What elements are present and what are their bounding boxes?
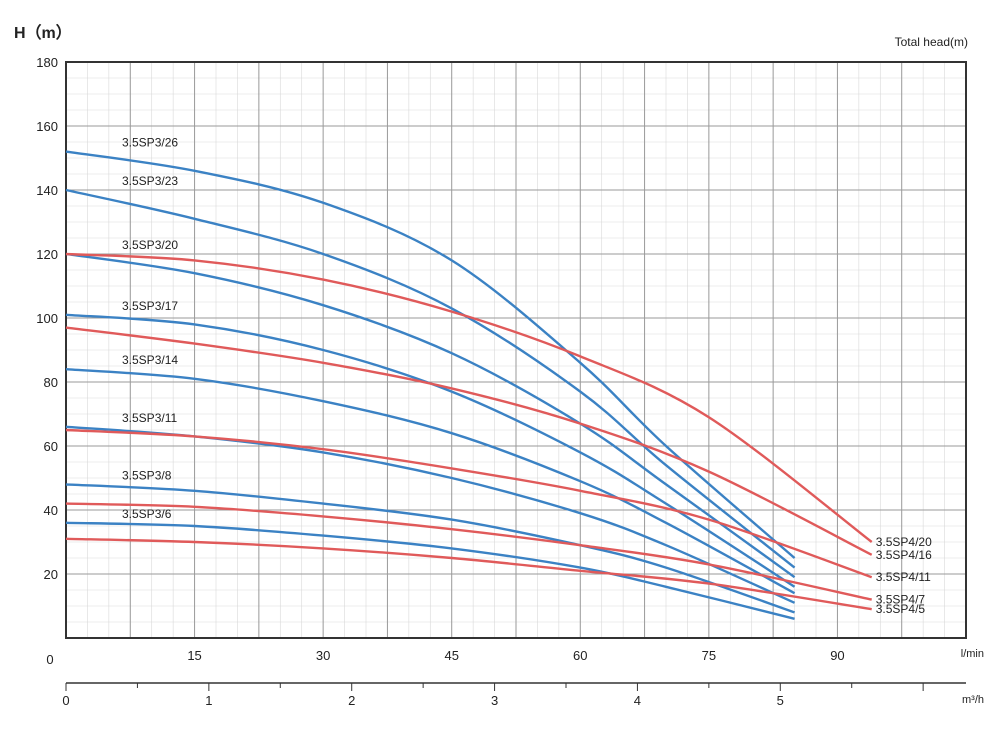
series-label: 3.5SP3/6 <box>122 507 172 521</box>
series-line <box>65 537 872 611</box>
series-label: 3.5SP3/8 <box>122 468 172 482</box>
series-label: 3.5SP4/16 <box>876 548 932 562</box>
x-tick-label-lmin: 75 <box>702 648 716 663</box>
y-tick-label: 40 <box>44 503 58 518</box>
x-unit-lmin: l/min <box>961 648 984 660</box>
grid <box>65 61 967 639</box>
series-line <box>65 502 872 601</box>
plot-frame <box>65 61 967 639</box>
x-tick-label-m3h: 3 <box>491 693 498 708</box>
x-unit-m3h: m³/h <box>962 694 984 706</box>
y-tick-label: 140 <box>36 183 58 198</box>
series-line <box>65 252 796 579</box>
y-tick-label: 60 <box>44 439 58 454</box>
series-label: 3.5SP3/11 <box>122 411 177 425</box>
series-label: 3.5SP3/23 <box>122 174 178 188</box>
y-tick-label: 20 <box>44 567 58 582</box>
series-line <box>65 326 873 556</box>
x-tick-label-lmin: 15 <box>187 648 201 663</box>
top-right-label: Total head(m) <box>895 35 968 49</box>
series-label: 3.5SP4/5 <box>876 602 926 616</box>
x-tick-label-lmin: 30 <box>316 648 330 663</box>
y-tick-label: 80 <box>44 375 58 390</box>
series-line <box>65 150 796 559</box>
series-line <box>65 252 873 543</box>
y-tick-label: 120 <box>36 247 58 262</box>
x-tick-label-lmin: 45 <box>444 648 458 663</box>
series-label: 3.5SP3/20 <box>122 238 178 252</box>
series-label: 3.5SP3/14 <box>122 353 178 367</box>
series-label: 3.5SP4/11 <box>876 570 931 584</box>
y-tick-label: 100 <box>36 311 58 326</box>
series-line <box>65 428 873 579</box>
x-tick-label-m3h: 0 <box>62 693 69 708</box>
y-axis-title: H（m） <box>14 24 72 42</box>
series-line <box>65 188 796 569</box>
x-tick-label-lmin: 60 <box>573 648 587 663</box>
x-tick-label-lmin: 90 <box>830 648 844 663</box>
origin-label: 0 <box>46 652 53 667</box>
series-line <box>65 483 795 614</box>
series-line <box>65 313 796 588</box>
x-tick-label-m3h: 5 <box>777 693 784 708</box>
series-label: 3.5SP4/20 <box>876 535 932 549</box>
x-tick-label-m3h: 2 <box>348 693 355 708</box>
x-tick-label-m3h: 4 <box>634 693 641 708</box>
series-label: 3.5SP3/26 <box>122 136 178 150</box>
series-label: 3.5SP3/17 <box>122 299 178 313</box>
series-label: 3.5SP4/7 <box>876 593 926 607</box>
y-tick-label: 160 <box>36 119 58 134</box>
y-tick-label: 180 <box>36 55 58 70</box>
curves <box>65 150 873 620</box>
series-line <box>65 368 796 595</box>
series-line <box>65 521 795 620</box>
x-tick-label-m3h: 1 <box>205 693 212 708</box>
